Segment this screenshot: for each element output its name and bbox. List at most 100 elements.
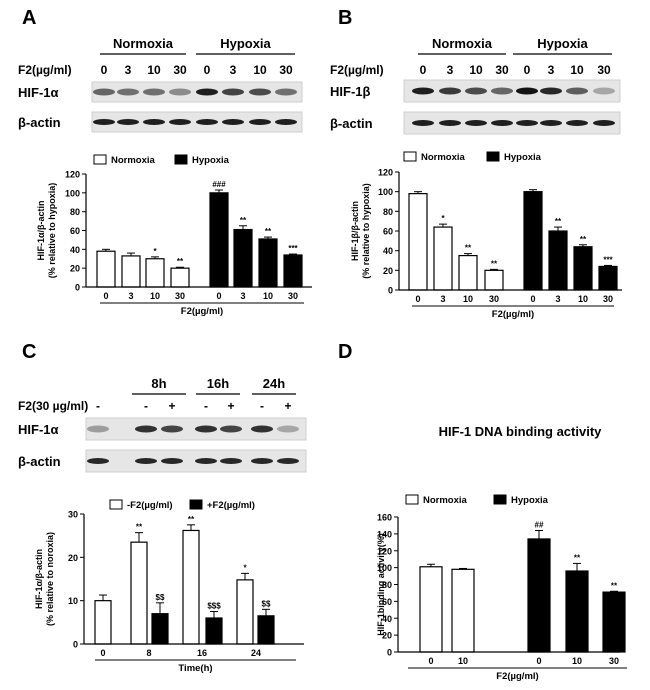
significance-mark: ** — [491, 259, 498, 268]
x-tick-label: 10 — [578, 294, 588, 304]
legend-label: Hypoxia — [511, 495, 549, 506]
y-tick-label: 0 — [73, 640, 78, 650]
x-tick-label: 0 — [103, 291, 108, 301]
y-axis-label: HIF-1α/β-actin — [34, 549, 44, 609]
x-tick-label: 30 — [609, 656, 619, 666]
bar — [209, 192, 229, 288]
blot-row-label: HIF-1α — [18, 422, 59, 437]
x-tick-label: 10 — [150, 291, 160, 301]
bar — [598, 265, 618, 291]
bar — [205, 617, 223, 645]
blot-row-label: β-actin — [330, 116, 373, 131]
y-tick-label: 100 — [378, 187, 393, 197]
y-tick-label: 120 — [378, 168, 393, 178]
blot-band — [540, 87, 562, 95]
significance-mark: ** — [465, 244, 472, 253]
blot-band — [135, 458, 157, 464]
panel-letter-d: D — [338, 341, 352, 363]
blot-band — [196, 88, 218, 96]
x-tick-label: 8 — [146, 648, 151, 658]
y-tick-label: 120 — [65, 170, 80, 180]
blot-row-label: HIF-1α — [18, 85, 59, 100]
y-axis-label: HIF-1binding activity(%) — [376, 533, 386, 636]
blot-band — [566, 120, 588, 126]
x-tick-label: 0 — [428, 656, 433, 666]
significance-mark: ** — [611, 581, 618, 590]
blot-band — [117, 119, 139, 125]
significance-mark: ** — [555, 217, 562, 226]
bar — [408, 193, 428, 291]
significance-mark: * — [441, 214, 445, 223]
bar — [121, 255, 141, 288]
blot-band — [412, 87, 434, 95]
panel-d-title: HIF-1 DNA binding activity — [439, 424, 603, 439]
blot-band — [169, 88, 191, 96]
bar — [419, 566, 443, 653]
significance-mark: * — [153, 247, 157, 256]
legend-swatch — [405, 494, 419, 505]
blot-dose-value: 0 — [204, 63, 211, 77]
y-tick-label: 40 — [383, 246, 393, 256]
blot-group-label: Hypoxia — [537, 36, 588, 51]
blot-band — [195, 458, 217, 464]
blot-time-label: 8h — [151, 376, 166, 391]
blot-band — [465, 87, 487, 95]
bar — [258, 238, 278, 288]
legend-swatch — [486, 151, 500, 162]
blot-dose-value: 0 — [101, 63, 108, 77]
bar — [130, 541, 148, 645]
legend-swatch — [493, 494, 507, 505]
x-tick-label: 0 — [415, 294, 420, 304]
blot-band — [251, 425, 273, 433]
bar — [283, 254, 303, 288]
x-axis-label: Time(h) — [178, 663, 212, 674]
blot-band — [93, 119, 115, 125]
blot-band — [275, 119, 297, 125]
blot-group-label: Normoxia — [113, 36, 174, 51]
y-tick-label: 10 — [68, 596, 78, 606]
blot-dose-label: F2(µg/ml) — [18, 63, 72, 77]
y-tick-label: 140 — [377, 529, 392, 539]
significance-mark: $$ — [262, 599, 271, 608]
blot-dose-value: 30 — [279, 63, 293, 77]
blot-dose-value: 10 — [469, 63, 483, 77]
x-tick-label: 0 — [100, 648, 105, 658]
y-tick-label: 20 — [383, 266, 393, 276]
blot-dose-value: 0 — [524, 63, 531, 77]
blot-band — [275, 88, 297, 96]
blot-dose-value: 10 — [253, 63, 267, 77]
y-tick-label: 40 — [70, 245, 80, 255]
significance-mark: ** — [188, 515, 195, 524]
blot-treatment-value: + — [168, 399, 175, 413]
legend-label: -F2(µg/ml) — [127, 500, 173, 511]
blot-band — [516, 120, 538, 126]
blot-treatment-value: + — [227, 399, 234, 413]
y-tick-label: 40 — [382, 614, 392, 624]
bar — [458, 254, 478, 291]
blot-band — [196, 119, 218, 125]
panel-letter-a: A — [22, 7, 36, 29]
blot-treatment-value: + — [284, 399, 291, 413]
significance-mark: *** — [603, 255, 613, 264]
significance-mark: ** — [240, 216, 247, 225]
blot-dose-value: 3 — [447, 63, 454, 77]
blot-band — [593, 87, 615, 95]
blot-treatment-value: - — [260, 399, 264, 413]
significance-mark: ** — [580, 235, 587, 244]
blot-band — [93, 88, 115, 96]
blot-row-label: β-actin — [18, 454, 61, 469]
significance-mark: $$ — [156, 593, 165, 602]
blot-treatment-value: - — [144, 399, 148, 413]
x-tick-label: 3 — [240, 291, 245, 301]
y-tick-label: 60 — [383, 227, 393, 237]
x-tick-label: 10 — [463, 294, 473, 304]
blot-band — [249, 119, 271, 125]
blot-dose-value: 3 — [125, 63, 132, 77]
blot-band — [222, 119, 244, 125]
blot-band — [143, 119, 165, 125]
panel-a-bar-chart: Normoxia Hypoxia020406080100120HIF-1α/β-a… — [36, 154, 312, 317]
blot-dose-label: F2(µg/ml) — [330, 63, 384, 77]
bar — [182, 529, 200, 645]
y-tick-label: 20 — [382, 631, 392, 641]
